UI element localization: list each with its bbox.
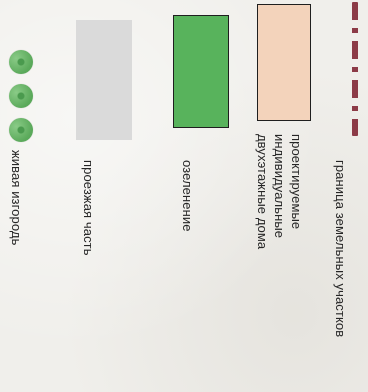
- houses-label: проектируемые индивидуальные двухэтажные…: [254, 134, 305, 249]
- boundary-label: граница земельных участков: [333, 160, 348, 338]
- hedge-dot-icon: [9, 50, 33, 74]
- greenery-swatch: [173, 15, 229, 128]
- houses-label-line-2: индивидуальные: [272, 134, 287, 239]
- hedge-dot-icon: [9, 84, 33, 108]
- hedge-label: живая изгородь: [9, 150, 24, 246]
- houses-swatch: [257, 4, 311, 121]
- houses-label-line-3: двухэтажные дома: [255, 134, 270, 250]
- hedge-symbol-icon: [5, 50, 39, 146]
- boundary-dashed-line: [352, 2, 358, 136]
- houses-label-line-1: проектируемые: [289, 134, 304, 230]
- road-label: проезжая часть: [81, 160, 96, 256]
- greenery-label: озеленение: [180, 160, 195, 232]
- road-swatch: [76, 20, 132, 140]
- hedge-dot-icon: [9, 118, 33, 142]
